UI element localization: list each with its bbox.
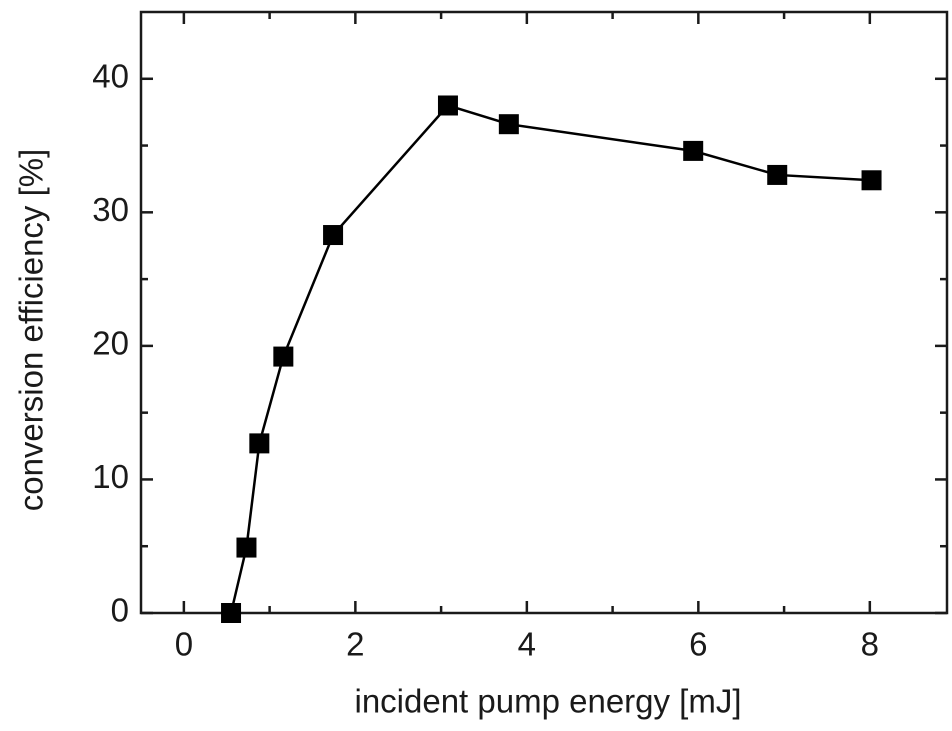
marker bbox=[273, 346, 294, 367]
marker bbox=[861, 170, 882, 191]
x-axis-label: incident pump energy [mJ] bbox=[354, 683, 741, 720]
marker bbox=[323, 225, 344, 246]
y-tick-label: 30 bbox=[92, 191, 129, 228]
y-tick-label: 40 bbox=[92, 57, 129, 94]
marker bbox=[249, 433, 270, 454]
x-tick-label: 4 bbox=[518, 626, 536, 663]
y-tick-label: 10 bbox=[92, 458, 129, 495]
marker bbox=[437, 95, 458, 116]
plot-frame bbox=[139, 10, 949, 615]
y-axis-label: conversion efficiency [%] bbox=[13, 149, 50, 512]
x-tick-label: 8 bbox=[861, 626, 879, 663]
marker bbox=[221, 603, 242, 623]
series-line bbox=[229, 104, 872, 614]
marker bbox=[767, 164, 788, 185]
y-tick-label: 0 bbox=[111, 592, 129, 629]
x-tick-label: 6 bbox=[689, 626, 707, 663]
marker bbox=[498, 114, 519, 135]
marker bbox=[683, 140, 704, 161]
x-tick-label: 2 bbox=[346, 626, 364, 663]
y-tick-label: 20 bbox=[92, 325, 129, 362]
marker bbox=[236, 537, 257, 558]
x-tick-label: 0 bbox=[175, 626, 193, 663]
